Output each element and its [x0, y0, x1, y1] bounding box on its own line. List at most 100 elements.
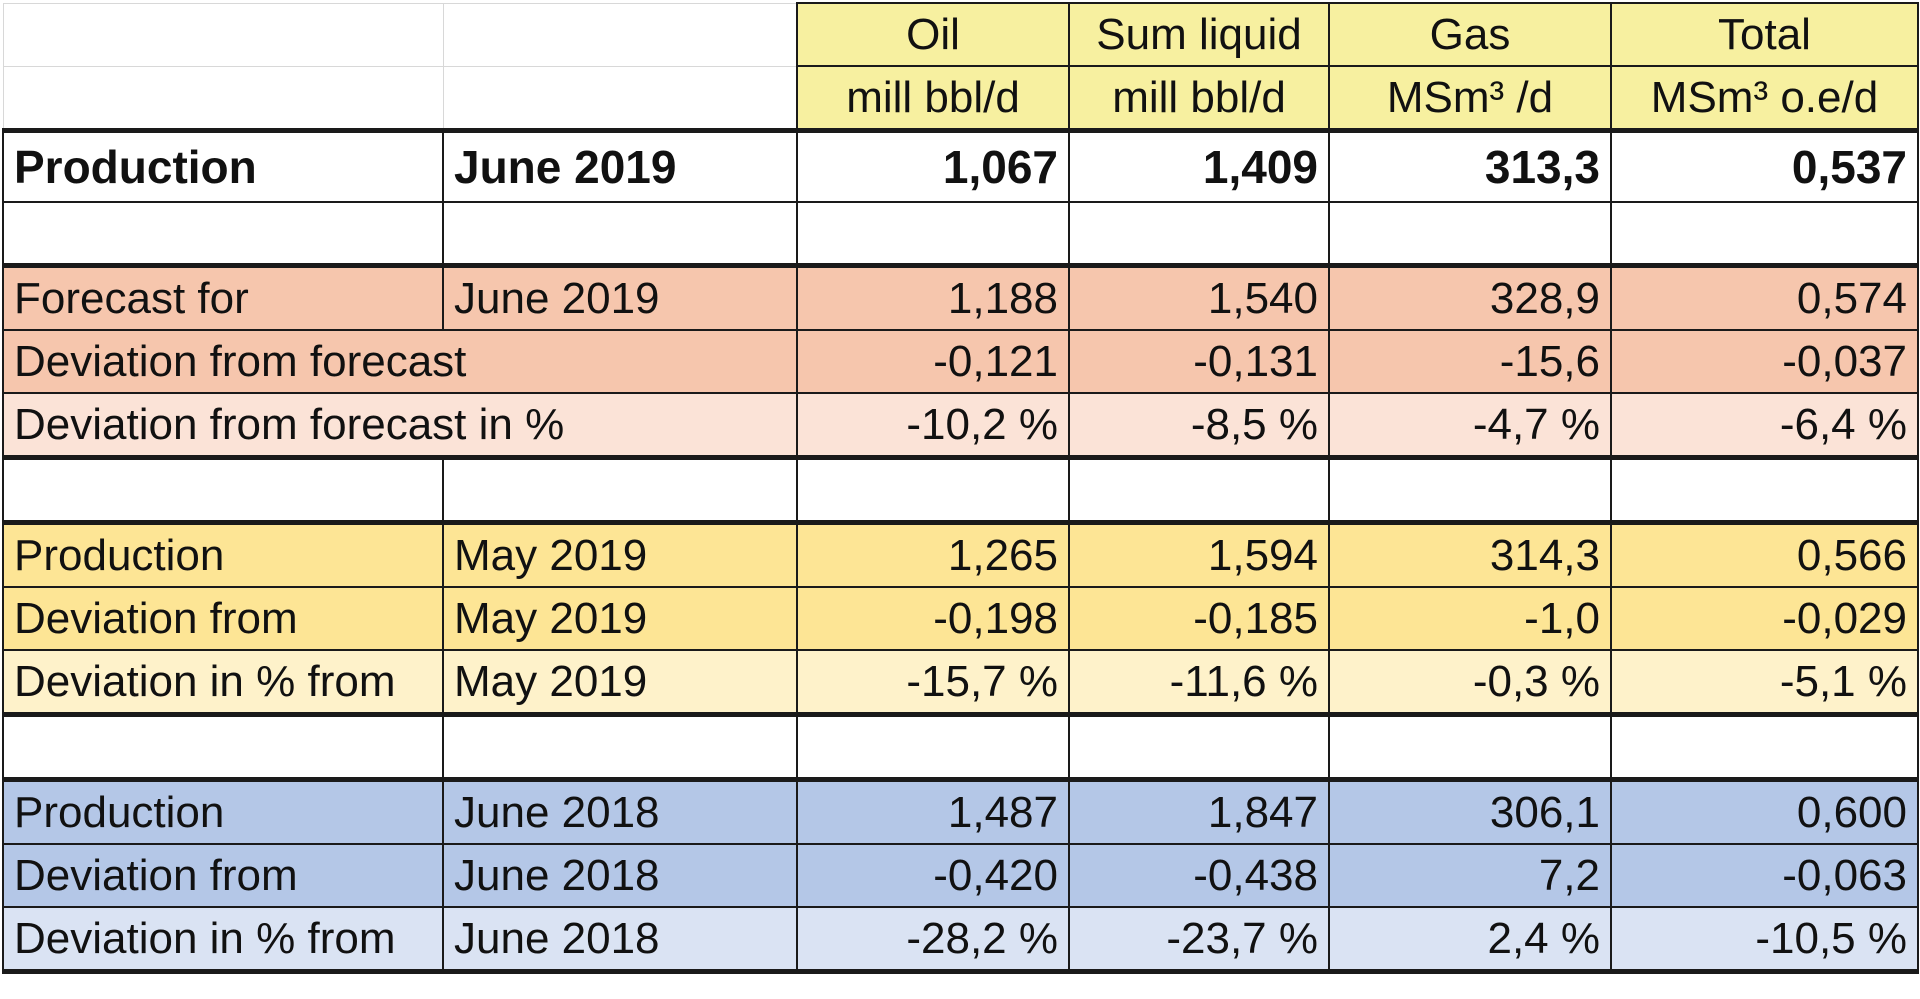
value-sum-liquid: 1,847	[1068, 777, 1330, 845]
row-label: Deviation from forecast	[2, 329, 798, 394]
table-row-main-production: Production June 2019 1,067 1,409 313,3 0…	[2, 128, 1919, 203]
row-label: Production	[2, 520, 444, 588]
value-oil: -0,198	[796, 586, 1070, 651]
value-sum-liquid: 1,540	[1068, 263, 1330, 331]
value-sum-liquid: -8,5 %	[1068, 392, 1330, 460]
value-total: -6,4 %	[1610, 392, 1919, 460]
header-total: Total	[1610, 2, 1919, 67]
spacer-cell	[2, 713, 444, 781]
spacer-cell	[1328, 456, 1612, 524]
row-period: June 2018	[442, 843, 798, 908]
value-total: 0,537	[1610, 128, 1919, 203]
value-sum-liquid: 1,409	[1068, 128, 1330, 203]
row-label: Production	[2, 777, 444, 845]
spacer-cell	[1610, 201, 1919, 267]
value-sum-liquid: -11,6 %	[1068, 649, 1330, 717]
value-oil: -0,121	[796, 329, 1070, 394]
row-label: Deviation from forecast in %	[2, 392, 798, 460]
row-label: Forecast for	[2, 263, 444, 331]
row-period: June 2018	[442, 777, 798, 845]
table-row-prev-month-deviation: Deviation from May 2019 -0,198 -0,185 -1…	[2, 586, 1919, 651]
value-oil: 1,067	[796, 128, 1070, 203]
value-gas: 7,2	[1328, 843, 1612, 908]
table-row-prev-month-deviation-pct: Deviation in % from May 2019 -15,7 % -11…	[2, 649, 1919, 717]
spacer-cell	[1610, 713, 1919, 781]
table-row-prev-year-deviation: Deviation from June 2018 -0,420 -0,438 7…	[2, 843, 1919, 908]
value-sum-liquid: -23,7 %	[1068, 906, 1330, 974]
value-gas: 306,1	[1328, 777, 1612, 845]
spacer-cell	[1328, 713, 1612, 781]
value-sum-liquid: -0,185	[1068, 586, 1330, 651]
spacer-row	[2, 713, 1919, 781]
value-total: -0,037	[1610, 329, 1919, 394]
value-total: -10,5 %	[1610, 906, 1919, 974]
value-sum-liquid: -0,438	[1068, 843, 1330, 908]
spacer-cell	[796, 456, 1070, 524]
row-period: May 2019	[442, 520, 798, 588]
value-gas: -4,7 %	[1328, 392, 1612, 460]
spacer-cell	[442, 713, 798, 781]
unit-sum-liquid: mill bbl/d	[1068, 65, 1330, 132]
value-total: 0,600	[1610, 777, 1919, 845]
spacer-cell	[796, 713, 1070, 781]
spacer-cell	[796, 201, 1070, 267]
row-period: May 2019	[442, 649, 798, 717]
value-total: 0,566	[1610, 520, 1919, 588]
value-gas: -0,3 %	[1328, 649, 1612, 717]
header-row-names: Oil Sum liquid Gas Total	[2, 2, 1919, 67]
spacer-cell	[1068, 456, 1330, 524]
header-blank-cell	[442, 65, 798, 131]
value-total: -0,029	[1610, 586, 1919, 651]
row-label: Deviation from	[2, 586, 444, 651]
spacer-cell	[1068, 201, 1330, 267]
table-row-prev-month-production: Production May 2019 1,265 1,594 314,3 0,…	[2, 520, 1919, 588]
header-row-units: mill bbl/d mill bbl/d MSm³ /d MSm³ o.e/d	[2, 65, 1919, 132]
row-period: June 2018	[442, 906, 798, 974]
spacer-cell	[1610, 456, 1919, 524]
value-oil: -0,420	[796, 843, 1070, 908]
value-oil: 1,188	[796, 263, 1070, 331]
value-sum-liquid: -0,131	[1068, 329, 1330, 394]
value-total: -0,063	[1610, 843, 1919, 908]
header-sum-liquid: Sum liquid	[1068, 2, 1330, 67]
table-row-deviation-forecast: Deviation from forecast -0,121 -0,131 -1…	[2, 329, 1919, 394]
row-period: June 2019	[442, 128, 798, 203]
row-period: May 2019	[442, 586, 798, 651]
value-gas: -1,0	[1328, 586, 1612, 651]
row-label: Deviation in % from	[2, 906, 444, 974]
unit-oil: mill bbl/d	[796, 65, 1070, 132]
value-oil: -15,7 %	[796, 649, 1070, 717]
spacer-row	[2, 201, 1919, 267]
spacer-cell	[442, 456, 798, 524]
header-blank-cell	[442, 2, 798, 67]
value-gas: 313,3	[1328, 128, 1612, 203]
value-oil: -28,2 %	[796, 906, 1070, 974]
header-oil: Oil	[796, 2, 1070, 67]
header-blank-cell	[2, 2, 444, 67]
value-oil: -10,2 %	[796, 392, 1070, 460]
table-row-forecast: Forecast for June 2019 1,188 1,540 328,9…	[2, 263, 1919, 331]
table-row-deviation-forecast-pct: Deviation from forecast in % -10,2 % -8,…	[2, 392, 1919, 460]
value-gas: 328,9	[1328, 263, 1612, 331]
spacer-row	[2, 456, 1919, 524]
value-total: 0,574	[1610, 263, 1919, 331]
value-oil: 1,487	[796, 777, 1070, 845]
header-blank-cell	[2, 65, 444, 131]
value-oil: 1,265	[796, 520, 1070, 588]
value-total: -5,1 %	[1610, 649, 1919, 717]
production-table: Oil Sum liquid Gas Total mill bbl/d mill…	[2, 2, 1919, 974]
row-period: June 2019	[442, 263, 798, 331]
value-sum-liquid: 1,594	[1068, 520, 1330, 588]
header-gas: Gas	[1328, 2, 1612, 67]
row-label: Deviation from	[2, 843, 444, 908]
unit-gas: MSm³ /d	[1328, 65, 1612, 132]
table-row-prev-year-deviation-pct: Deviation in % from June 2018 -28,2 % -2…	[2, 906, 1919, 974]
unit-total: MSm³ o.e/d	[1610, 65, 1919, 132]
row-label: Production	[2, 128, 444, 203]
spacer-cell	[2, 456, 444, 524]
value-gas: 2,4 %	[1328, 906, 1612, 974]
value-gas: -15,6	[1328, 329, 1612, 394]
spacer-cell	[2, 201, 444, 267]
spacer-cell	[1328, 201, 1612, 267]
